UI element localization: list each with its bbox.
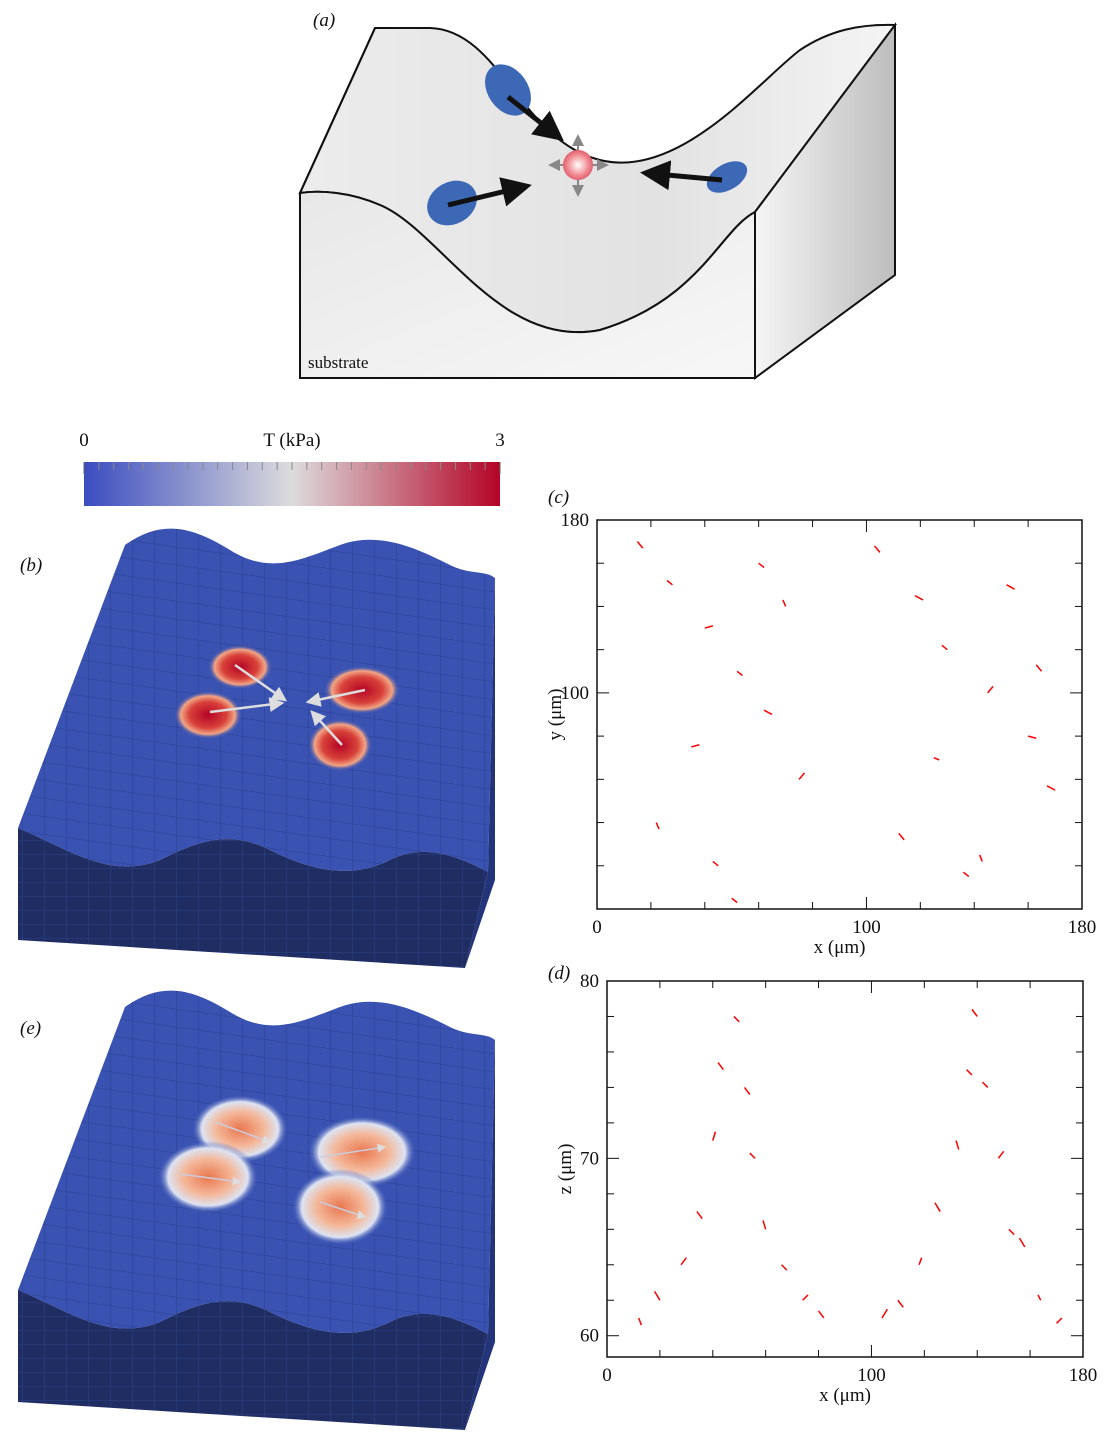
colorbar: 0 3 T (kPa) <box>79 430 505 506</box>
panel-label: (e) <box>20 1018 41 1039</box>
quiver-arrow <box>1046 785 1056 791</box>
y-tick-label: 70 <box>580 1148 599 1169</box>
quiver-arrow <box>743 1086 751 1095</box>
x-tick-label: 0 <box>602 1365 612 1386</box>
quiver-arrow <box>712 1131 717 1141</box>
quiver-arrow <box>966 1069 973 1076</box>
quiver-arrow <box>782 599 787 607</box>
quiver-arrow <box>897 1299 904 1308</box>
panel-label: (a) <box>313 10 335 31</box>
quiver-arrow <box>798 772 806 780</box>
panel-label: (d) <box>548 963 570 984</box>
quiver-arrow <box>680 1257 687 1266</box>
y-tick-label: 60 <box>580 1326 599 1347</box>
quiver-arrow <box>914 594 924 601</box>
quiver-arrow <box>638 1317 643 1326</box>
x-axis-label: x (μm) <box>814 937 866 958</box>
quiver-arrow <box>978 854 983 862</box>
y-tick-label: 80 <box>580 971 599 992</box>
quiver-arrow <box>873 545 881 553</box>
x-tick-label: 100 <box>852 917 881 938</box>
substrate-diagram <box>298 21 897 380</box>
y-tick-label: 180 <box>561 510 590 531</box>
quiver-arrow <box>712 860 719 867</box>
panel-label: (c) <box>548 487 569 508</box>
quiver-arrow <box>898 832 905 841</box>
quiver-arrow <box>1008 1228 1015 1236</box>
quiver-arrow <box>802 1294 809 1301</box>
colorbar-tick-label: 3 <box>495 430 505 451</box>
quiver-arrow <box>971 1008 978 1017</box>
quiver-arrow <box>696 1211 703 1220</box>
quiver-arrow <box>704 625 714 629</box>
quiver-arrow <box>1035 664 1043 672</box>
substrate-label: substrate <box>308 353 368 372</box>
chart: (c) 0 100 180 100 180 x (μm) y (μm) <box>545 487 1096 958</box>
render-b <box>18 528 495 968</box>
render-e <box>18 990 495 1430</box>
quiver-arrow <box>691 744 700 748</box>
y-tick-label: 100 <box>561 683 590 704</box>
quiver-arrow <box>934 1202 941 1212</box>
colorbar-title: T (kPa) <box>263 430 320 451</box>
quiver-arrow <box>1006 584 1015 590</box>
quiver-arrow <box>918 1257 923 1266</box>
quiver-arrow <box>881 1308 888 1319</box>
quiver-arrow <box>987 685 994 694</box>
quiver-arrow <box>731 897 738 904</box>
quiver-arrow <box>781 1264 788 1271</box>
quiver-arrow <box>758 562 765 569</box>
quiver-arrow <box>817 1310 825 1319</box>
x-tick-label: 100 <box>857 1365 886 1386</box>
quiver-arrow <box>736 670 743 677</box>
y-axis-label: y (μm) <box>545 689 566 741</box>
colorbar-tick-label: 0 <box>79 430 89 451</box>
quiver-arrow <box>653 1290 661 1301</box>
quiver-arrow <box>962 871 970 878</box>
quiver-arrow <box>636 541 644 549</box>
quiver-arrow <box>1027 735 1037 739</box>
quiver-arrow <box>941 644 948 651</box>
quiver-arrow <box>1056 1317 1063 1324</box>
quiver-arrow <box>762 1220 767 1230</box>
x-axis-label: x (μm) <box>819 1385 871 1406</box>
x-tick-label: 0 <box>592 917 602 938</box>
quiver-arrow <box>1037 1294 1042 1301</box>
quiver-arrow <box>997 1150 1005 1159</box>
quiver-arrow <box>666 579 673 586</box>
cells <box>427 64 748 226</box>
x-tick-label: 180 <box>1068 917 1097 938</box>
chart: (d) 0 100 180 60 70 80 x (μm) z (μm) <box>548 963 1097 1406</box>
panel-label: (b) <box>20 555 42 576</box>
quiver-arrow <box>655 822 660 830</box>
quiver-arrow <box>717 1062 724 1071</box>
quiver-arrow <box>933 757 940 761</box>
quiver-arrow <box>763 709 773 716</box>
y-axis-label: z (μm) <box>555 1144 576 1195</box>
quiver-arrow <box>955 1140 960 1150</box>
quiver-arrow <box>981 1081 989 1088</box>
x-tick-label: 180 <box>1069 1365 1098 1386</box>
quiver-arrow <box>733 1015 740 1023</box>
plot-frame <box>606 980 1084 1358</box>
plot-frame <box>596 519 1083 910</box>
quiver-arrow <box>749 1152 756 1159</box>
quiver-arrow <box>1018 1237 1026 1248</box>
